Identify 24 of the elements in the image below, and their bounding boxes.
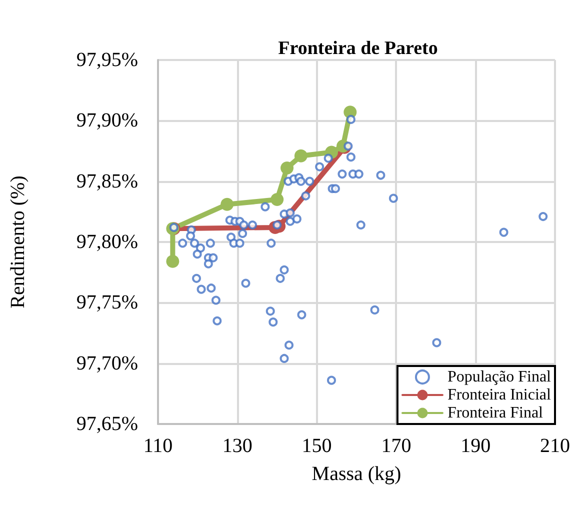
- x-tick-label: 170: [381, 435, 412, 457]
- point: [280, 161, 294, 174]
- y-axis-title: Rendimento (%): [7, 176, 29, 308]
- y-tick-label: 97,90%: [76, 110, 138, 132]
- legend-label: Fronteira Inicial: [447, 386, 552, 404]
- x-tick-label: 190: [460, 435, 491, 457]
- y-tick-label: 97,80%: [76, 231, 138, 253]
- point: [166, 254, 180, 268]
- y-tick-label: 97,75%: [76, 292, 138, 314]
- x-tick-label: 130: [222, 435, 252, 457]
- y-tick-label: 97,95%: [76, 49, 138, 71]
- chart-title: Fronteira de Pareto: [278, 38, 438, 59]
- x-axis-title: Massa (kg): [312, 463, 402, 485]
- x-tick-label: 150: [302, 435, 332, 457]
- y-tick-label: 97,85%: [76, 170, 138, 192]
- legend-label: Fronteira Final: [447, 404, 544, 422]
- x-tick-label: 210: [540, 435, 570, 457]
- y-tick-label: 97,70%: [76, 352, 138, 374]
- point: [270, 193, 284, 206]
- point: [220, 198, 234, 211]
- legend-label: População Final: [447, 368, 552, 386]
- point: [294, 149, 308, 162]
- y-tick-label: 97,65%: [76, 413, 138, 435]
- x-tick-label: 110: [143, 435, 173, 457]
